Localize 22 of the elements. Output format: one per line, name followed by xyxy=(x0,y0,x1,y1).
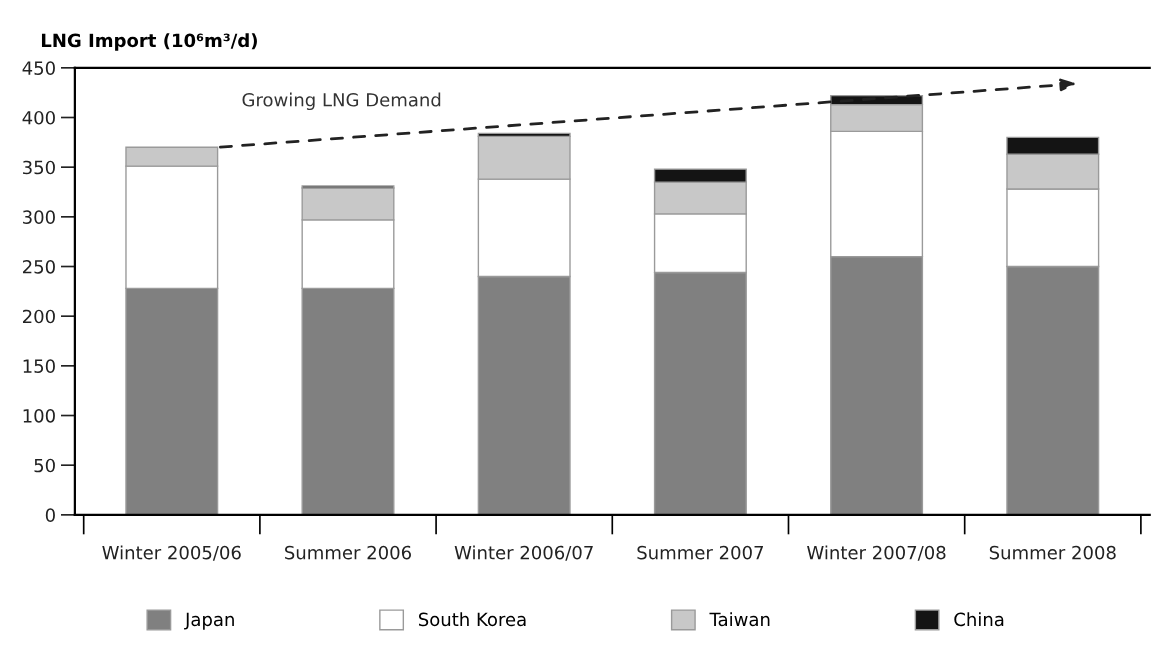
x-tick-label: Winter 2007/08 xyxy=(807,545,946,561)
y-tick-label: 200 xyxy=(22,309,55,324)
x-tick-label: Summer 2007 xyxy=(637,545,763,560)
annotation: Growing LNG Demand xyxy=(242,92,441,111)
x-tick-label: Winter 2006/07 xyxy=(454,545,593,561)
y-tick-label: 0 xyxy=(45,508,55,522)
y-tick-label: 350 xyxy=(23,160,55,175)
y-tick-label: 300 xyxy=(23,210,55,224)
y-tick-label: 50 xyxy=(34,458,55,473)
legend-label: Taiwan xyxy=(709,612,770,627)
y-tick-label: 450 xyxy=(22,61,55,75)
x-tick-label: Summer 2008 xyxy=(989,545,1116,560)
y-tick-label: 100 xyxy=(23,408,55,423)
legend-label: South Korea xyxy=(418,612,526,627)
y-tick-label: 250 xyxy=(22,259,55,274)
y-tick-label: 400 xyxy=(22,110,55,125)
y-tick-label: 150 xyxy=(23,359,55,373)
x-tick-label: Summer 2006 xyxy=(285,545,411,560)
x-tick-label: Winter 2005/06 xyxy=(102,545,241,561)
legend-label: Japan xyxy=(184,612,234,630)
legend-label: China xyxy=(954,612,1004,627)
y-axis-title: LNG Import (10⁶m³/d) xyxy=(41,33,257,51)
